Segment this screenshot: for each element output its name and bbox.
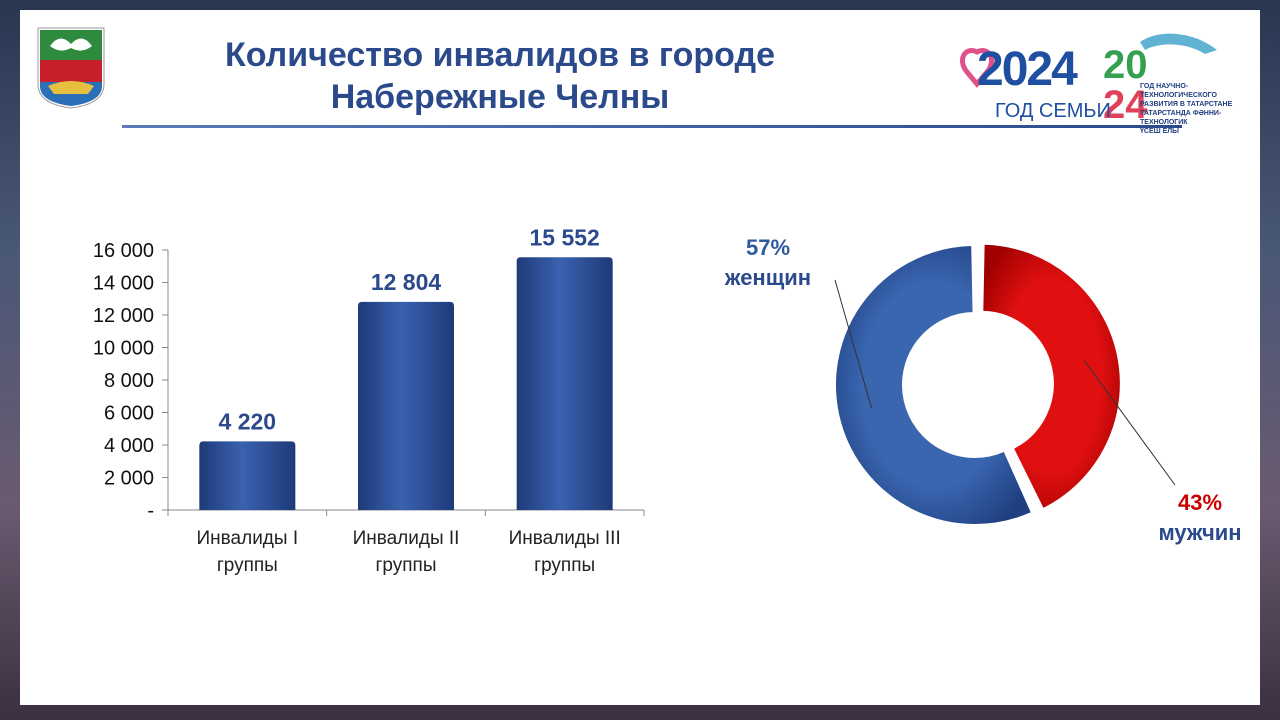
bar-value-label: 15 552 — [529, 224, 599, 250]
category-label: Инвалиды I — [197, 528, 299, 549]
category-label: Инвалиды II — [353, 528, 460, 549]
title-divider — [122, 125, 1182, 128]
page-title: Количество инвалидов в городе Набережные… — [160, 34, 840, 118]
donut-slice — [981, 242, 1122, 511]
category-label: группы — [375, 555, 436, 576]
y-tick-label: 16 000 — [93, 240, 154, 262]
logo-caption: ГОД НАУЧНО-ТЕХНОЛОГИЧЕСКОГО РАЗВИТИЯ В Т… — [1140, 83, 1233, 135]
city-emblem-icon — [37, 27, 105, 109]
leader-line — [834, 279, 873, 409]
bar-value-label: 4 220 — [219, 408, 277, 434]
y-tick-label: 14 000 — [93, 273, 154, 295]
logo-year: 2024 — [977, 43, 1078, 96]
y-tick-label: 4 000 — [104, 435, 154, 457]
category-label: Инвалиды III — [509, 528, 621, 549]
y-tick-label: 12 000 — [93, 305, 154, 327]
slice-name-label: мужчин — [1158, 520, 1241, 545]
category-label: группы — [534, 555, 595, 576]
bar — [199, 441, 296, 510]
logo-family-text: ГОД СЕМЬИ — [995, 100, 1111, 122]
logo-year2-top: 20 — [1103, 43, 1148, 87]
y-tick-label: 2 000 — [104, 468, 154, 490]
leader-line — [1083, 360, 1176, 486]
bar-chart: - 2 000 4 000 6 000 8 000 10 000 12 000 14 000 1… — [93, 224, 645, 576]
title-line-2: Набережные Челны — [330, 78, 670, 116]
bar — [516, 257, 613, 510]
year-of-family-logo: 20 24 2024 ГОД СЕМЬИ ГОД НАУЧНО-ТЕХНОЛОГ… — [955, 20, 1255, 135]
heart-icon: 20 24 — [960, 33, 1217, 127]
y-tick-label: 6 000 — [104, 403, 154, 425]
slice-name-label: женщин — [724, 265, 811, 290]
slice-percent-label: 43% — [1178, 490, 1222, 515]
category-label: группы — [217, 555, 278, 576]
title-line-1: Количество инвалидов в городе — [224, 36, 775, 74]
bar-value-label: 12 804 — [371, 269, 442, 295]
slide: Количество инвалидов в городе Набережные… — [20, 10, 1260, 705]
slice-percent-label: 57% — [746, 235, 790, 260]
bar — [358, 301, 454, 510]
logo-year2-bottom: 24 — [1103, 83, 1148, 120]
y-tick-label: - — [147, 500, 154, 522]
y-tick-label: 8 000 — [104, 370, 154, 392]
y-tick-label: 10 000 — [93, 338, 154, 360]
donut-slice — [834, 244, 1034, 526]
